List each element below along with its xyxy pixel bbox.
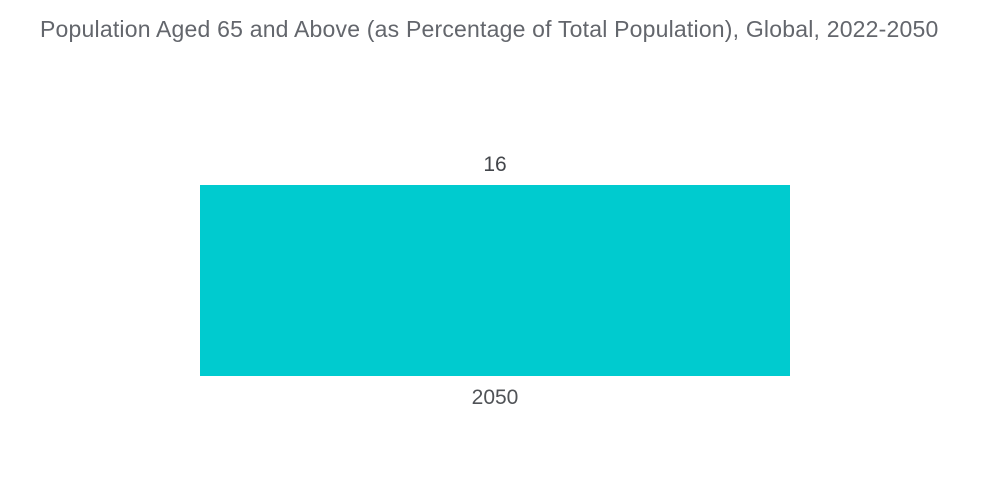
bar xyxy=(200,185,790,376)
chart-title: Population Aged 65 and Above (as Percent… xyxy=(40,16,939,42)
bar-value-label: 16 xyxy=(483,153,507,176)
bar-category-label: 2050 xyxy=(471,386,519,409)
